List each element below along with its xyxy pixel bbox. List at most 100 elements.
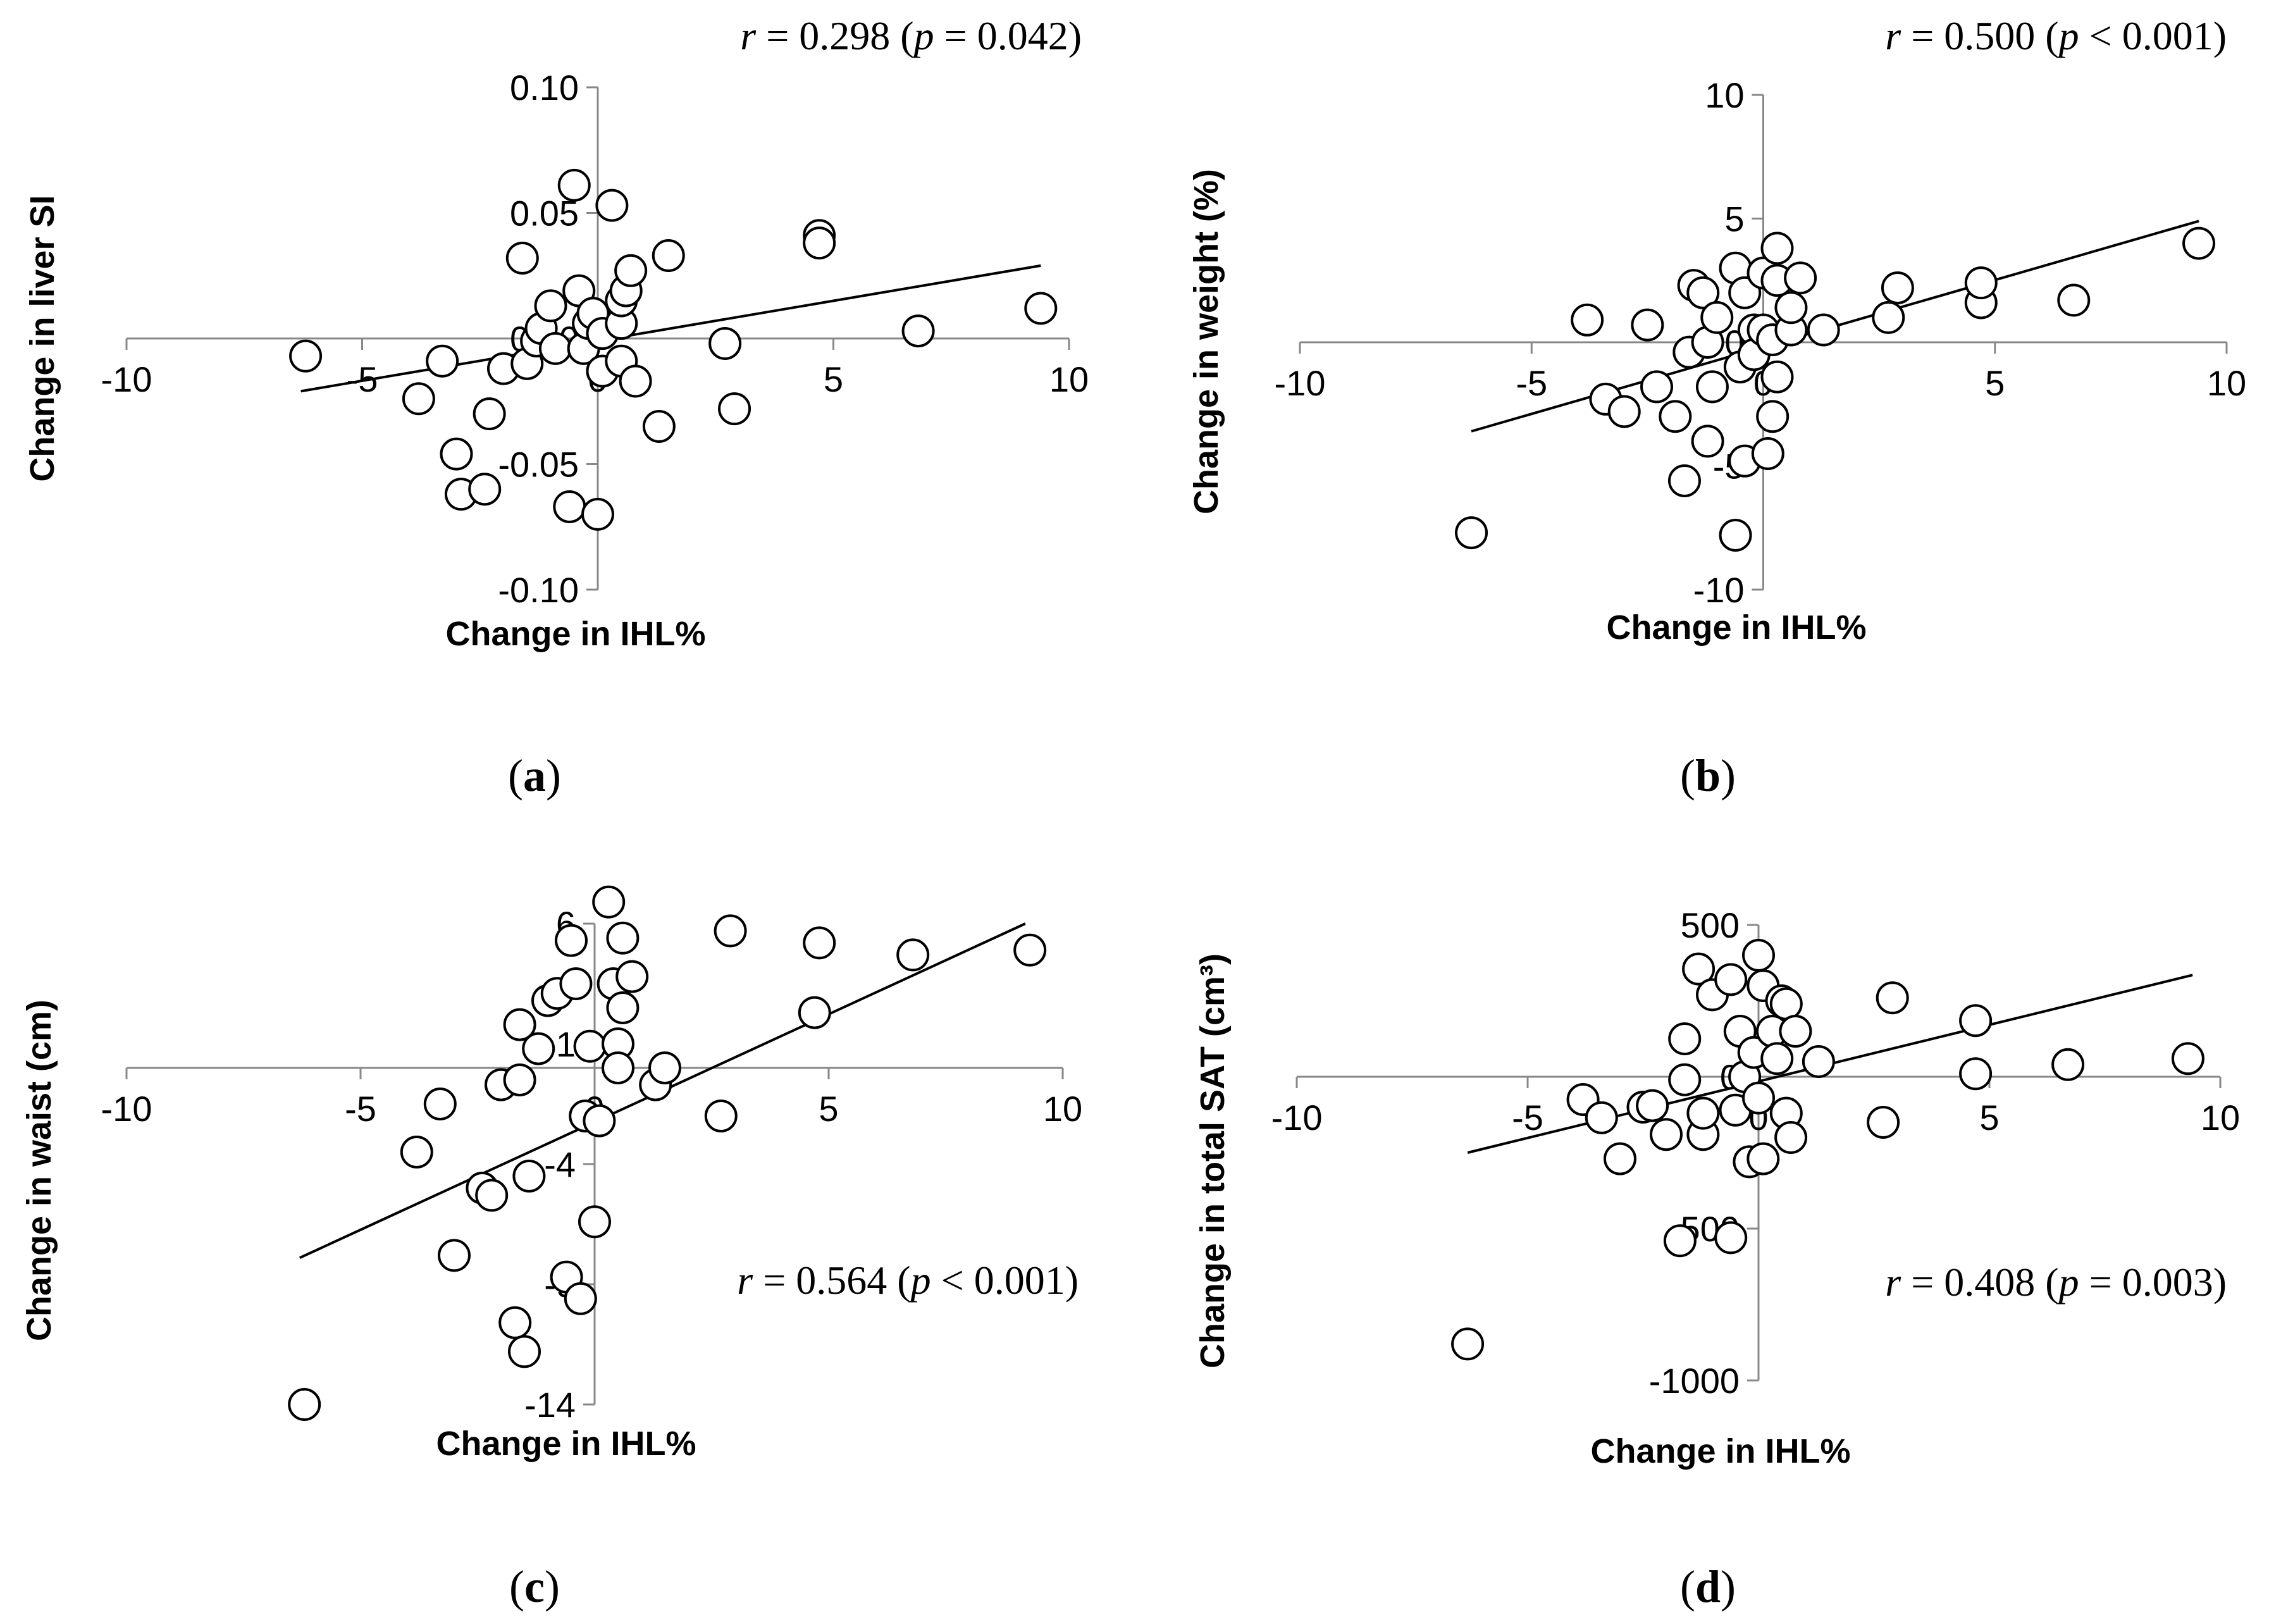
y-tick-label: 500 (1681, 905, 1740, 945)
data-point (503, 1063, 536, 1096)
x-axis-title: Change in IHL% (1590, 1432, 1850, 1470)
data-point (704, 1100, 738, 1132)
data-point (1571, 303, 1604, 337)
y-tick-label: -14 (524, 1385, 576, 1425)
data-point (1872, 301, 1905, 334)
data-point (1747, 1142, 1780, 1175)
data-point (1585, 1101, 1618, 1134)
data-point (1774, 291, 1808, 325)
stat-text: ( (2035, 1260, 2058, 1305)
stat-text: p (912, 13, 934, 58)
stat-text: p (2056, 1260, 2079, 1305)
panel-label-close: ) (546, 750, 561, 801)
data-point (581, 497, 614, 531)
panel-label-letter: c (524, 1561, 545, 1612)
stat-text: ) (2213, 13, 2227, 58)
data-point (1784, 261, 1817, 295)
stat-text: = (756, 13, 799, 58)
data-point (438, 1239, 471, 1272)
panel-label-close: ) (1721, 1561, 1736, 1612)
data-point (1742, 939, 1775, 972)
x-axis-title: Change in IHL% (1606, 609, 1866, 647)
data-point (1695, 370, 1729, 404)
data-point (1714, 963, 1748, 996)
data-point (2182, 226, 2216, 260)
stat-text: r (740, 13, 757, 58)
x-tick-label: 10 (2201, 1098, 2240, 1137)
data-point (1650, 1118, 1683, 1151)
data-point (423, 1088, 457, 1120)
correlation-stat: r = 0.500 (p < 0.001) (1885, 13, 2227, 58)
data-point (522, 1032, 555, 1065)
panel-label: (c) (509, 1561, 560, 1612)
stat-text: ) (2213, 1260, 2227, 1305)
data-point (1686, 1096, 1720, 1130)
y-tick-label: 1 (556, 1024, 576, 1064)
data-point (553, 490, 586, 523)
data-point (1668, 1063, 1702, 1096)
x-tick-label: 10 (1043, 1089, 1082, 1129)
data-point (901, 314, 935, 348)
data-point (1719, 518, 1752, 552)
data-point (564, 1282, 597, 1315)
panel-label: (b) (1680, 750, 1736, 801)
data-point (602, 1051, 634, 1084)
y-axis-title: Change in total SAT (cm³) (1194, 953, 1232, 1368)
data-point (1756, 400, 1790, 433)
data-point (2057, 283, 2091, 317)
data-point (652, 239, 685, 272)
data-point (1760, 360, 1794, 394)
data-point (1640, 370, 1674, 404)
data-point (798, 996, 831, 1029)
data-point (1964, 266, 1998, 300)
data-point (1668, 1022, 1702, 1055)
data-point (1760, 1042, 1794, 1075)
stat-text: = (1901, 13, 1944, 58)
data-point (475, 1179, 509, 1212)
x-tick-label: 5 (819, 1089, 838, 1129)
data-point (402, 382, 435, 416)
data-point (1807, 313, 1840, 347)
r-value: 0.298 (799, 13, 890, 58)
data-point (1774, 1121, 1808, 1154)
data-point (1802, 1045, 1835, 1078)
stat-text: p (2056, 13, 2079, 58)
panel-label-open: ( (508, 750, 523, 801)
stat-text: = (1901, 1260, 1944, 1305)
x-tick-label: -10 (1275, 363, 1326, 403)
p-value: 0.001 (974, 1258, 1065, 1303)
panel-label-close: ) (545, 1561, 560, 1612)
x-tick-label: 10 (1049, 359, 1089, 399)
y-axis-title: Change in waist (cm) (20, 1000, 58, 1341)
data-point (1700, 301, 1734, 334)
data-point (1631, 308, 1664, 342)
stat-text: < (931, 1258, 974, 1303)
x-tick-label: -10 (101, 359, 152, 399)
data-point (289, 339, 323, 373)
data-point (803, 926, 836, 960)
p-value: 0.003 (2122, 1260, 2213, 1305)
stat-text: ( (890, 13, 913, 58)
data-point (2171, 1042, 2204, 1075)
y-tick-label: 10 (1705, 75, 1744, 115)
panel-label-letter: b (1695, 750, 1721, 801)
r-value: 0.408 (1944, 1260, 2035, 1305)
data-point (534, 289, 567, 323)
data-point (2051, 1048, 2085, 1081)
y-tick-label: -10 (1693, 570, 1745, 610)
y-tick-label: -0.10 (498, 570, 579, 610)
data-point (1607, 395, 1641, 428)
r-value: 0.564 (796, 1258, 887, 1303)
data-point (1881, 271, 1914, 304)
stat-text: = (934, 13, 977, 58)
data-point (1691, 425, 1724, 458)
correlation-stat: r = 0.564 (p < 0.001) (737, 1258, 1079, 1303)
data-point (1682, 952, 1716, 986)
data-point (1714, 1221, 1748, 1255)
stat-text: = (753, 1258, 796, 1303)
